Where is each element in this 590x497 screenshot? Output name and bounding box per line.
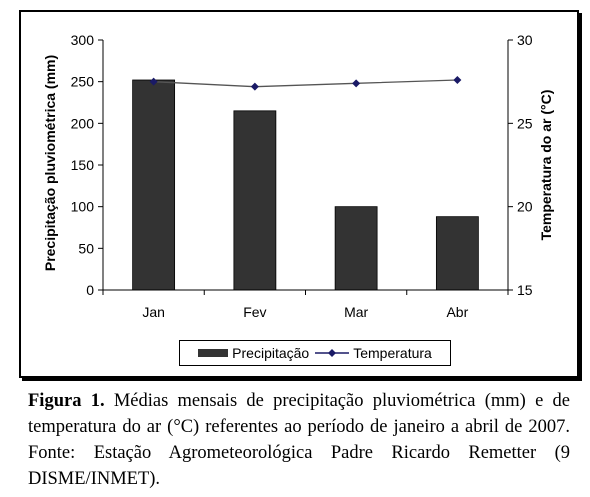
y-tick-label: 200 <box>71 115 95 131</box>
chart-frame: 0 50 100 150 200 250 300 15 20 25 30 Jan Fev Mar Abr P… <box>19 10 579 378</box>
temperature-point-jan <box>149 77 158 86</box>
y-axis-title: Precipitação pluviométrica (mm) <box>42 55 58 271</box>
y-tick-label: 0 <box>86 282 94 298</box>
bar-mar <box>334 206 378 291</box>
y-tick-label: 250 <box>71 74 95 90</box>
x-tick-label: Abr <box>446 304 468 320</box>
legend-item-precipitacao: Precipitação <box>198 345 309 361</box>
y2-tick-label: 20 <box>517 199 533 215</box>
y-tick-label: 300 <box>71 32 95 48</box>
caption-text: Médias mensais de precipitação pluviomét… <box>28 391 570 489</box>
temperature-point-fev <box>250 82 259 91</box>
legend: Precipitação Temperatura <box>179 340 451 366</box>
legend-item-temperatura: Temperatura <box>315 345 432 361</box>
y2-tick-label: 25 <box>517 115 533 131</box>
y-tick-label: 100 <box>71 199 95 215</box>
temperature-point-abr <box>453 76 462 84</box>
caption-label: Figura 1. <box>28 391 105 411</box>
bar-abr <box>435 216 479 291</box>
legend-bar-swatch <box>198 349 229 357</box>
temperature-line <box>153 79 458 88</box>
legend-label-precipitacao: Precipitação <box>232 345 310 361</box>
y2-axis-title: Temperatura do ar (°C) <box>538 90 554 241</box>
bar-fev <box>233 110 277 291</box>
legend-label-temperatura: Temperatura <box>353 345 432 361</box>
x-tick-label: Mar <box>344 304 368 320</box>
figure-caption: Figura 1. Médias mensais de precipitação… <box>28 388 570 492</box>
x-tick-label: Jan <box>142 304 165 320</box>
y-tick-label: 50 <box>78 240 94 256</box>
x-tick-label: Fev <box>243 304 266 320</box>
combo-chart: 0 50 100 150 200 250 300 15 20 25 30 Jan Fev Mar Abr P… <box>42 32 554 320</box>
temperature-point-mar <box>352 79 361 88</box>
legend-line-swatch <box>315 349 350 357</box>
y2-tick-label: 30 <box>517 32 533 48</box>
y-tick-label: 150 <box>71 157 95 173</box>
bar-jan <box>132 79 176 291</box>
y2-tick-label: 15 <box>517 282 533 298</box>
